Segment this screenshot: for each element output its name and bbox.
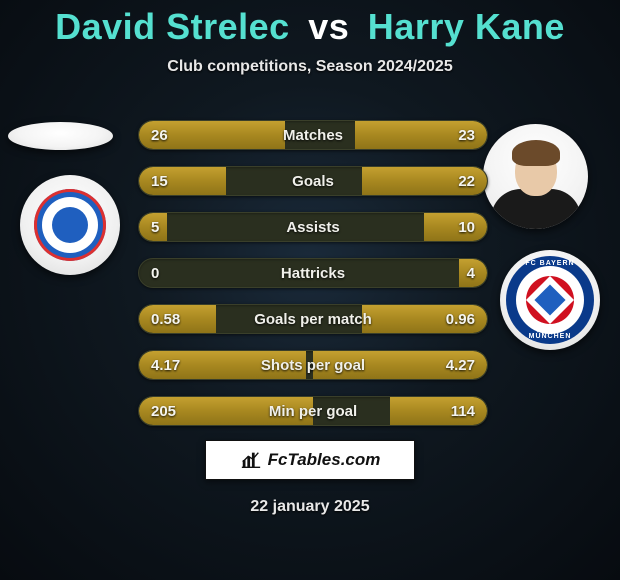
- stat-label: Min per goal: [139, 397, 487, 425]
- club1-badge: [20, 175, 120, 275]
- stat-row: 15Goals22: [138, 166, 488, 196]
- player2-photo: [483, 124, 588, 229]
- stat-row: 5Assists10: [138, 212, 488, 242]
- stat-row: 4.17Shots per goal4.27: [138, 350, 488, 380]
- stat-value-right: 4: [455, 259, 487, 287]
- stat-label: Matches: [139, 121, 487, 149]
- player1-photo: [8, 122, 113, 150]
- stat-value-right: 10: [446, 213, 487, 241]
- player2-name: Harry Kane: [368, 6, 565, 47]
- stat-bars-container: 26Matches23 15Goals22 5Assists10 0Hattricks…: [138, 120, 488, 442]
- stat-row: 0Hattricks4: [138, 258, 488, 288]
- title-vs: vs: [308, 6, 349, 47]
- stat-value-right: 23: [446, 121, 487, 149]
- stat-value-right: 22: [446, 167, 487, 195]
- club2-text-bot: MÜNCHEN: [500, 333, 600, 340]
- club2-badge: FC BAYERN MÜNCHEN: [500, 250, 600, 350]
- stat-value-right: 0.96: [434, 305, 487, 333]
- footer-attribution: FcTables.com: [205, 440, 415, 480]
- stat-label: Hattricks: [139, 259, 487, 287]
- stat-row: 0.58Goals per match0.96: [138, 304, 488, 334]
- stat-label: Assists: [139, 213, 487, 241]
- date-text: 22 january 2025: [0, 498, 620, 516]
- club2-text-top: FC BAYERN: [500, 260, 600, 267]
- stat-value-right: 4.27: [434, 351, 487, 379]
- stat-label: Goals: [139, 167, 487, 195]
- page-title: David Strelec vs Harry Kane: [0, 0, 620, 48]
- stat-row: 205Min per goal114: [138, 396, 488, 426]
- stat-value-right: 114: [439, 397, 487, 425]
- subtitle-text: Club competitions, Season 2024/2025: [0, 58, 620, 76]
- chart-icon: [240, 449, 262, 471]
- stat-row: 26Matches23: [138, 120, 488, 150]
- player1-name: David Strelec: [55, 6, 290, 47]
- footer-brand-text: FcTables.com: [268, 450, 381, 470]
- content-root: David Strelec vs Harry Kane Club competi…: [0, 0, 620, 580]
